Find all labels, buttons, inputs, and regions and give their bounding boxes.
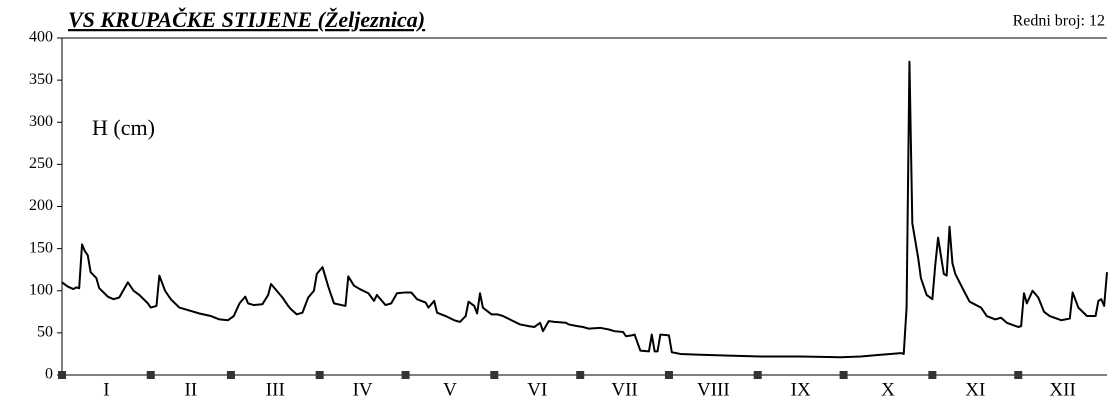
x-tick-label: X <box>881 379 895 400</box>
x-tick-marker <box>753 371 762 379</box>
data-line <box>61 60 1108 359</box>
x-tick-label: XI <box>965 379 985 400</box>
x-tick-marker <box>58 371 66 379</box>
x-tick-marker <box>576 371 585 379</box>
axis-annotation: H (cm) <box>92 115 155 140</box>
y-tick-label: 0 <box>45 366 53 383</box>
x-tick-label: VI <box>527 379 547 400</box>
x-tick-marker <box>401 371 410 379</box>
y-tick-label: 50 <box>37 324 53 341</box>
x-tick-marker <box>1014 371 1023 379</box>
x-tick-label: II <box>185 379 198 400</box>
y-tick-label: 400 <box>29 29 53 46</box>
x-tick-label: IV <box>353 379 373 400</box>
x-tick-label: IX <box>791 379 811 400</box>
chart-title: VS KRUPAČKE STIJENE (Željeznica) <box>68 7 425 32</box>
x-tick-label: VII <box>611 379 637 400</box>
y-tick-label: 200 <box>29 197 53 214</box>
y-tick-label: 300 <box>29 113 53 130</box>
x-tick-marker <box>928 371 937 379</box>
chart-subtitle: Redni broj: 12 <box>1013 13 1105 30</box>
x-tick-marker <box>839 371 848 379</box>
x-tick-marker <box>315 371 324 379</box>
x-tick-label: III <box>266 379 285 400</box>
y-tick-label: 100 <box>29 281 53 298</box>
x-tick-marker <box>226 371 235 379</box>
y-tick-label: 150 <box>29 239 53 256</box>
x-tick-marker <box>490 371 499 379</box>
x-tick-label: VIII <box>697 379 730 400</box>
y-tick-label: 350 <box>29 71 53 88</box>
x-tick-label: I <box>103 379 109 400</box>
x-tick-label: V <box>443 379 457 400</box>
x-tick-marker <box>146 371 155 379</box>
x-tick-marker <box>664 371 673 379</box>
y-tick-label: 250 <box>29 155 53 172</box>
x-tick-label: XII <box>1049 379 1075 400</box>
